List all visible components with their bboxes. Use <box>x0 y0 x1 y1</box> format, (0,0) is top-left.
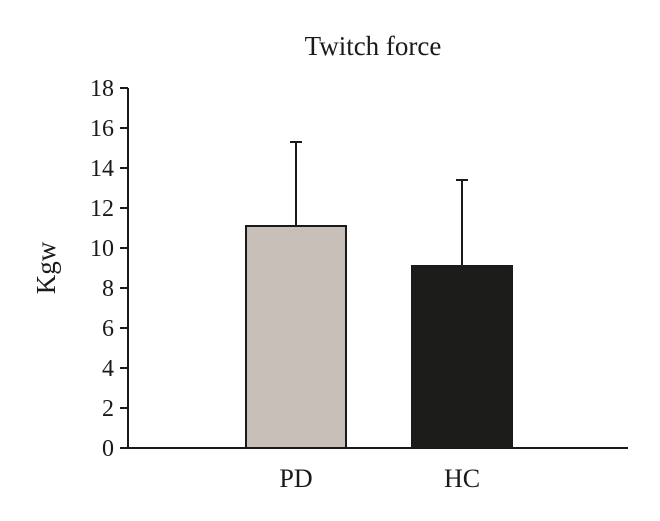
category-labels: PD HC <box>279 464 480 493</box>
y-tick-label: 8 <box>102 276 114 302</box>
chart-title: Twitch force <box>305 31 442 61</box>
y-tick-label: 16 <box>90 116 114 142</box>
y-ticks: 0 2 4 6 8 10 12 14 16 18 <box>90 76 128 462</box>
y-tick-label: 0 <box>102 436 114 462</box>
bar-pd <box>245 225 347 449</box>
y-tick-label: 10 <box>90 236 114 262</box>
bar-hc <box>411 265 513 449</box>
bars <box>245 225 513 449</box>
y-tick-label: 12 <box>90 196 114 222</box>
category-label-hc: HC <box>444 464 480 493</box>
y-tick-label: 18 <box>90 76 114 102</box>
y-tick-label: 4 <box>102 356 114 382</box>
y-tick-label: 14 <box>90 156 114 182</box>
error-bars <box>290 141 468 266</box>
y-tick-label: 6 <box>102 316 114 342</box>
y-tick-label: 2 <box>102 396 114 422</box>
y-axis-label: Kgw <box>31 241 61 294</box>
category-label-pd: PD <box>279 464 312 493</box>
